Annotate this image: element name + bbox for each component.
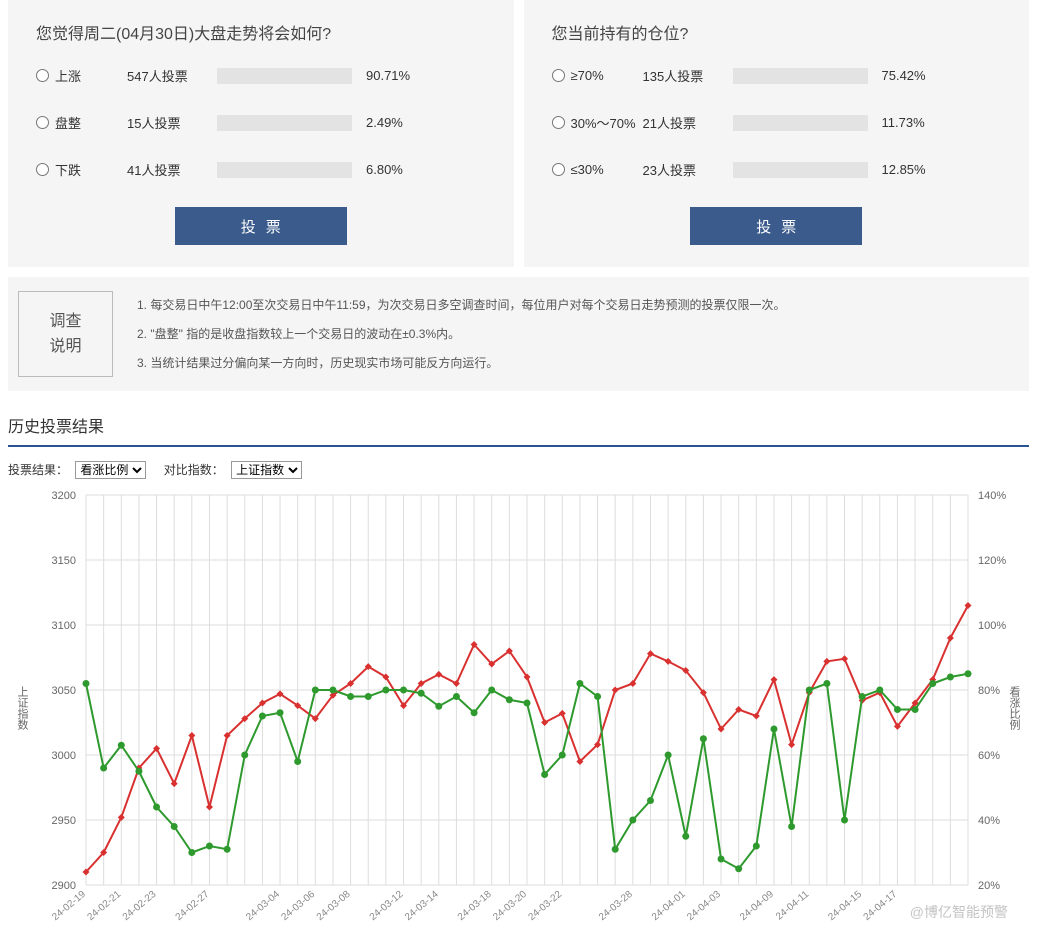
svg-text:24-04-15: 24-04-15 [826,889,864,923]
notes-heading: 调查 说明 [18,291,113,377]
notes-list: 1. 每交易日中午12:00至次交易日中午11:59，为次交易日多空调查时间，每… [113,291,786,377]
svg-text:60%: 60% [978,750,1000,762]
poll-options: 上涨547人投票 90.71% 盘整15人投票 2.49% 下跌41人投票 6.80% [36,66,486,179]
svg-text:24-03-12: 24-03-12 [368,889,406,923]
poll-position: 您当前持有的仓位? ≥70%135人投票 75.42% 30%～70%21人投票 11… [524,0,1030,267]
y-left-label: 上证指数 [14,686,30,730]
history-chart: 上证指数 看涨比例 2900 2950 3000 3050 3100 3150 3200 20… [8,485,1028,930]
result-select[interactable]: 看涨比例 [75,461,146,479]
svg-text:100%: 100% [978,620,1006,632]
svg-text:24-03-08: 24-03-08 [315,889,353,923]
vote-button[interactable]: 投票 [175,207,347,245]
svg-text:24-04-17: 24-04-17 [862,889,900,923]
index-select[interactable]: 上证指数 [231,461,302,479]
poll-option: 盘整15人投票 2.49% [36,113,486,132]
svg-text:24-04-09: 24-04-09 [738,889,776,923]
option-pct: 75.42% [882,68,942,83]
svg-text:3100: 3100 [52,620,76,632]
option-bar [733,68,868,84]
poll-market-trend: 您觉得周二(04月30日)大盘走势将会如何? 上涨547人投票 90.71% 盘整1… [8,0,514,267]
svg-text:24-04-11: 24-04-11 [774,889,812,923]
poll-options: ≥70%135人投票 75.42% 30%～70%21人投票 11.73% ≤30%23… [552,66,1002,179]
option-radio[interactable] [552,116,565,129]
option-label: 盘整 [55,113,127,132]
option-label: 上涨 [55,66,127,85]
option-bar [733,162,868,178]
svg-text:80%: 80% [978,685,1000,697]
survey-notes: 调查 说明 1. 每交易日中午12:00至次交易日中午11:59，为次交易日多空… [8,277,1029,391]
poll-option: 上涨547人投票 90.71% [36,66,486,85]
note-item: 1. 每交易日中午12:00至次交易日中午11:59，为次交易日多空调查时间，每… [137,291,786,320]
svg-text:24-03-20: 24-03-20 [491,889,529,923]
option-radio[interactable] [36,69,49,82]
option-votes: 547人投票 [127,66,217,85]
option-bar [733,115,868,131]
chart-controls: 投票结果： 看涨比例 对比指数： 上证指数 [8,461,1029,479]
option-pct: 11.73% [882,115,942,130]
svg-text:24-02-23: 24-02-23 [121,889,159,923]
option-votes: 135人投票 [643,66,733,85]
svg-text:3050: 3050 [52,685,76,697]
poll-title: 您觉得周二(04月30日)大盘走势将会如何? [36,20,486,44]
option-pct: 6.80% [366,162,426,177]
svg-text:24-03-04: 24-03-04 [244,889,282,923]
svg-text:3150: 3150 [52,555,76,567]
poll-option: ≥70%135人投票 75.42% [552,66,1002,85]
option-bar [217,162,352,178]
option-votes: 23人投票 [643,160,733,179]
svg-text:40%: 40% [978,815,1000,827]
section-title: 历史投票结果 [8,413,1029,447]
svg-text:24-03-22: 24-03-22 [526,889,564,923]
poll-option: ≤30%23人投票 12.85% [552,160,1002,179]
svg-text:3000: 3000 [52,750,76,762]
option-bar [217,68,352,84]
option-label: ≤30% [571,162,643,177]
svg-text:24-02-27: 24-02-27 [174,889,212,923]
option-pct: 2.49% [366,115,426,130]
svg-text:140%: 140% [978,490,1006,502]
option-pct: 12.85% [882,162,942,177]
svg-text:2900: 2900 [52,880,76,892]
option-radio[interactable] [36,163,49,176]
poll-title: 您当前持有的仓位? [552,20,1002,44]
svg-text:20%: 20% [978,880,1000,892]
svg-text:24-02-19: 24-02-19 [50,889,88,923]
chart-svg: 2900 2950 3000 3050 3100 3150 3200 20% 40% 60% 80%… [8,485,1028,930]
svg-text:24-03-06: 24-03-06 [280,889,318,923]
y-right-label: 看涨比例 [1006,686,1022,730]
option-bar [217,115,352,131]
svg-text:3200: 3200 [52,490,76,502]
index-label: 对比指数： [164,463,224,477]
svg-text:24-03-18: 24-03-18 [456,889,494,923]
option-votes: 41人投票 [127,160,217,179]
result-label: 投票结果： [8,463,68,477]
option-votes: 15人投票 [127,113,217,132]
watermark: @博亿智能预警 [910,902,1008,922]
option-pct: 90.71% [366,68,426,83]
option-radio[interactable] [552,163,565,176]
option-votes: 21人投票 [643,113,733,132]
option-label: ≥70% [571,68,643,83]
vote-button[interactable]: 投票 [690,207,862,245]
option-label: 30%～70% [571,113,643,132]
option-radio[interactable] [552,69,565,82]
poll-option: 下跌41人投票 6.80% [36,160,486,179]
svg-text:24-04-01: 24-04-01 [650,889,688,923]
history-section: 历史投票结果 投票结果： 看涨比例 对比指数： 上证指数 上证指数 看涨比例 2… [8,413,1029,930]
svg-text:2950: 2950 [52,815,76,827]
svg-text:24-03-14: 24-03-14 [403,889,441,923]
note-item: 3. 当统计结果过分偏向某一方向时，历史现实市场可能反方向运行。 [137,349,786,378]
svg-text:24-03-28: 24-03-28 [597,889,635,923]
note-item: 2. "盘整" 指的是收盘指数较上一个交易日的波动在±0.3%内。 [137,320,786,349]
poll-option: 30%～70%21人投票 11.73% [552,113,1002,132]
option-radio[interactable] [36,116,49,129]
svg-text:24-04-03: 24-04-03 [685,889,723,923]
svg-text:24-02-21: 24-02-21 [85,889,123,923]
svg-text:120%: 120% [978,555,1006,567]
option-label: 下跌 [55,160,127,179]
